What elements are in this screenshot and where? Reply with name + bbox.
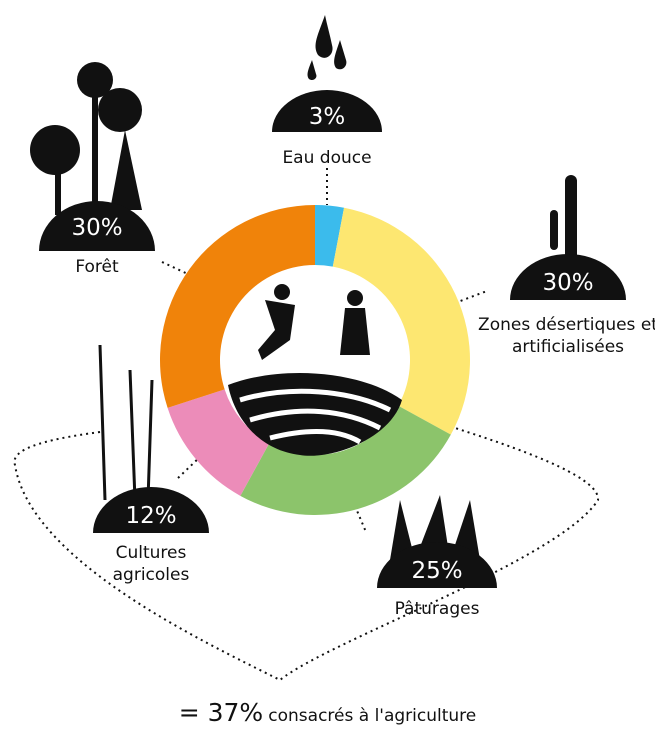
center-illustration [228, 284, 402, 456]
category-label: Pâturages [395, 598, 480, 620]
category-label: Forêt [75, 256, 118, 278]
annotation-text: consacrés à l'agriculture [268, 706, 476, 726]
value-label: 12% [125, 503, 176, 529]
category-label: Zones désertiques et artificialisées [478, 314, 655, 358]
category-label: Cultures agricoles [101, 542, 201, 586]
donut [160, 205, 470, 515]
infographic: 3% 30% 25% 12% 30% Eau douce Zones déser… [0, 0, 655, 731]
value-label: 25% [411, 558, 462, 584]
annotation-total: = 37% [179, 698, 263, 727]
category-label: Eau douce [282, 147, 371, 169]
annotation: = 37% consacrés à l'agriculture [0, 698, 655, 727]
value-label: 30% [542, 270, 593, 296]
value-label: 30% [71, 215, 122, 241]
value-label: 3% [309, 104, 346, 130]
